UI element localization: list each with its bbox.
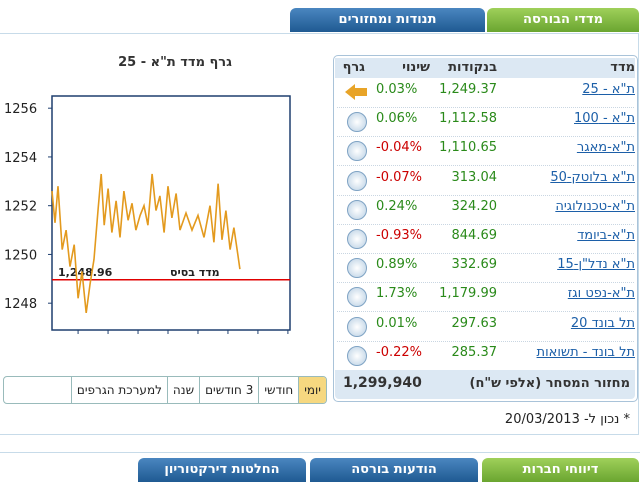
y-tick-label: 1252 bbox=[4, 200, 37, 215]
index-value: 332.69 bbox=[451, 257, 498, 273]
row-line bbox=[337, 311, 634, 313]
graph-icon[interactable] bbox=[347, 199, 367, 220]
period-button[interactable]: חודשי bbox=[258, 377, 299, 403]
graph-icon[interactable] bbox=[347, 141, 367, 162]
row-line bbox=[337, 253, 634, 254]
index-name[interactable]: ת"א בלוטק-50 bbox=[550, 169, 635, 185]
panel bbox=[0, 33, 639, 435]
row-line bbox=[337, 223, 634, 225]
index-value: 1,110.65 bbox=[439, 140, 497, 156]
base-line-label: מדד בסיס bbox=[170, 266, 220, 279]
tab[interactable]: הודעות בורסה bbox=[310, 458, 478, 482]
y-tick-label: 1254 bbox=[4, 151, 37, 166]
chart: 1248125012521254125611121314151617181,24… bbox=[4, 95, 291, 334]
index-value: 1,249.37 bbox=[439, 82, 497, 97]
index-name[interactable]: ת"א נדל"ן-15 bbox=[557, 257, 635, 273]
turnover-value: 1,299,940 bbox=[343, 375, 422, 391]
row-line bbox=[337, 136, 634, 138]
index-value: 313.04 bbox=[451, 169, 498, 185]
period-buttons: יומי חודשי 3 חודשים שנה למערכת הגרפים bbox=[3, 376, 327, 404]
tab[interactable]: החלטות דירקטוריון bbox=[138, 458, 306, 482]
column-header: מדד bbox=[610, 60, 635, 75]
base-line-value: 1,248.96 bbox=[58, 266, 113, 279]
index-table bbox=[333, 55, 638, 402]
row-line bbox=[337, 107, 634, 108]
turnover-row bbox=[335, 370, 635, 399]
column-header: גרף bbox=[342, 60, 365, 75]
graph-icon[interactable] bbox=[347, 258, 367, 279]
graph-icon[interactable] bbox=[347, 345, 367, 366]
period-button[interactable]: שנה bbox=[166, 377, 200, 403]
row-line bbox=[337, 165, 634, 167]
index-value: 844.69 bbox=[451, 228, 498, 243]
index-line bbox=[51, 173, 241, 314]
selected-arrow-tail bbox=[354, 88, 367, 96]
period-button[interactable]: 3 חודשים bbox=[199, 377, 259, 403]
divider bbox=[0, 452, 640, 453]
index-change: 0.03% bbox=[376, 82, 418, 97]
graph-icon[interactable] bbox=[347, 316, 367, 337]
turnover-label: מחזור המסחר (אלפי ש"ח) bbox=[469, 376, 631, 391]
tab[interactable]: דיווחי חברות bbox=[482, 458, 639, 482]
index-change: 1.73% bbox=[376, 286, 418, 302]
column-header: בנקודות bbox=[448, 60, 497, 75]
index-name[interactable]: ת"א-טכנולוגיה bbox=[555, 198, 635, 214]
index-change: 0.06% bbox=[376, 111, 418, 127]
graph-icon[interactable] bbox=[347, 229, 367, 249]
selected-arrow bbox=[345, 84, 355, 100]
index-value: 1,179.99 bbox=[439, 286, 497, 302]
chart-title: גרף מדד ת"א - 25 bbox=[118, 55, 232, 70]
index-name[interactable]: ת"א-ביומד bbox=[577, 228, 635, 243]
period-button[interactable]: למערכת הגרפים bbox=[70, 377, 167, 403]
plot-area bbox=[51, 95, 291, 331]
column-header: שינוי bbox=[402, 60, 430, 75]
row-line bbox=[337, 340, 634, 342]
index-change: -0.04% bbox=[376, 140, 422, 156]
index-name[interactable]: ת"א-מאגר bbox=[576, 140, 635, 156]
index-change: 0.24% bbox=[376, 198, 418, 214]
graph-icon[interactable] bbox=[347, 287, 367, 308]
index-name[interactable]: ת"א-נפט וגז bbox=[567, 286, 635, 302]
y-tick-label: 1250 bbox=[4, 248, 37, 263]
index-value: 285.37 bbox=[451, 344, 498, 360]
index-value: 324.20 bbox=[451, 198, 498, 214]
graph-icon[interactable] bbox=[347, 170, 367, 191]
index-name[interactable]: ת"א - 100 bbox=[574, 111, 635, 127]
period-button[interactable]: יומי bbox=[298, 377, 326, 403]
index-name[interactable]: תל בונד - תשואות bbox=[536, 344, 635, 360]
note: * נכון ל- 20/03/2013 bbox=[504, 412, 630, 427]
index-change: -0.22% bbox=[376, 344, 422, 360]
y-tick-label: 1248 bbox=[4, 297, 37, 312]
index-change: -0.07% bbox=[376, 169, 422, 185]
row-line bbox=[337, 194, 634, 196]
index-change: -0.93% bbox=[376, 228, 422, 243]
index-value: 297.63 bbox=[451, 315, 498, 331]
y-tick-label: 1256 bbox=[4, 102, 37, 117]
row-line bbox=[337, 282, 634, 284]
index-change: 0.89% bbox=[376, 257, 418, 273]
index-name[interactable]: תל בונד 20 bbox=[570, 315, 635, 331]
index-value: 1,112.58 bbox=[439, 111, 497, 127]
tab[interactable]: מדדי הבורסה bbox=[487, 8, 639, 32]
graph-icon[interactable] bbox=[347, 112, 367, 133]
index-name[interactable]: ת"א - 25 bbox=[582, 82, 635, 97]
index-change: 0.01% bbox=[376, 315, 418, 331]
tab[interactable]: תנודות ומחזורים bbox=[290, 8, 485, 32]
header-row bbox=[335, 58, 635, 78]
